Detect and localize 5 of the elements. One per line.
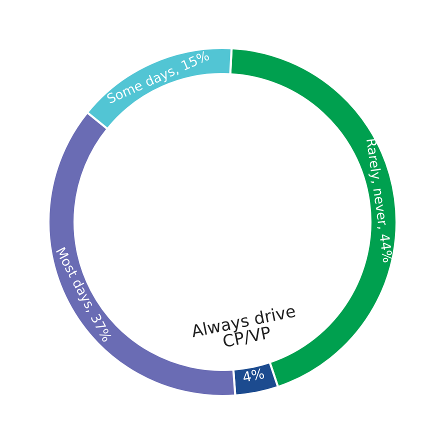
slice-label: Some days, 15% [106, 50, 211, 106]
slice-label: Most days, 37% [54, 246, 112, 344]
slice-label: Always drive CP/VP [190, 304, 296, 349]
slice-label: Rarely, never, 44% [364, 138, 394, 263]
data-label: 4% [242, 368, 264, 382]
